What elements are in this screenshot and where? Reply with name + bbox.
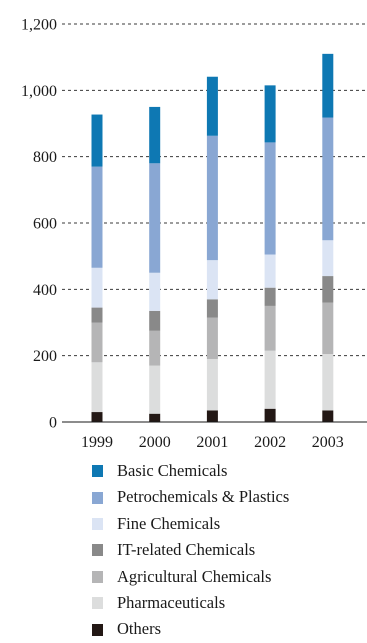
legend-item: IT-related Chemicals bbox=[92, 537, 289, 563]
bar-stack-2003 bbox=[322, 53, 334, 422]
bar-segment-basic-chemicals bbox=[264, 85, 276, 143]
y-tick-label: 1,200 bbox=[21, 17, 57, 34]
bar-segment-pharmaceuticals bbox=[149, 365, 161, 414]
bar-segment-agricultural-chemicals bbox=[206, 317, 218, 359]
legend-swatch bbox=[92, 465, 103, 478]
bar-stack-1999 bbox=[91, 114, 103, 422]
bar-segment-agricultural-chemicals bbox=[91, 322, 103, 363]
bar-segment-petrochemicals-plastics bbox=[322, 117, 334, 241]
legend-label: Others bbox=[117, 619, 161, 639]
legend-item: Others bbox=[92, 616, 289, 642]
bar-segment-it-related-chemicals bbox=[149, 310, 161, 331]
bar-segment-fine-chemicals bbox=[149, 272, 161, 311]
x-tick-label: 1999 bbox=[81, 434, 113, 451]
bar-segment-basic-chemicals bbox=[322, 53, 334, 118]
bar-segment-basic-chemicals bbox=[91, 114, 103, 167]
bar-segment-it-related-chemicals bbox=[322, 276, 334, 303]
bar-segment-it-related-chemicals bbox=[91, 307, 103, 323]
legend-swatch bbox=[92, 517, 103, 530]
bar-segment-others bbox=[322, 410, 334, 422]
y-tick-label: 1,000 bbox=[21, 83, 57, 100]
legend-item: Basic Chemicals bbox=[92, 458, 289, 484]
bars bbox=[91, 53, 334, 422]
y-axis-tick-labels: 0 200 400 600 800 1,000 1,200 bbox=[21, 17, 57, 432]
bar-segment-others bbox=[206, 410, 218, 422]
x-tick-label: 2002 bbox=[254, 434, 286, 451]
stacked-bar-chart: 0 200 400 600 800 1,000 1,200 1999 2000 2001 2002… bbox=[21, 17, 367, 451]
bar-segment-others bbox=[149, 413, 161, 422]
legend-label: Agricultural Chemicals bbox=[117, 566, 272, 586]
legend-swatch bbox=[92, 597, 103, 610]
legend-item: Pharmaceuticals bbox=[92, 590, 289, 616]
bar-segment-basic-chemicals bbox=[206, 76, 218, 136]
legend-label: Basic Chemicals bbox=[117, 460, 228, 480]
x-axis-tick-labels: 1999 2000 2001 2002 2003 bbox=[81, 434, 344, 451]
y-tick-label: 0 bbox=[49, 415, 57, 432]
legend-item: Petrochemicals & Plastics bbox=[92, 484, 289, 510]
bar-segment-pharmaceuticals bbox=[91, 362, 103, 413]
bar-segment-petrochemicals-plastics bbox=[91, 166, 103, 268]
y-tick-label: 800 bbox=[33, 149, 57, 166]
legend-item: Agricultural Chemicals bbox=[92, 564, 289, 590]
bar-segment-others bbox=[264, 408, 276, 422]
bar-stack-2000 bbox=[149, 106, 161, 422]
bar-segment-it-related-chemicals bbox=[206, 299, 218, 318]
bar-segment-fine-chemicals bbox=[91, 267, 103, 308]
bar-segment-others bbox=[91, 412, 103, 422]
x-tick-label: 2000 bbox=[139, 434, 171, 451]
legend-label: IT-related Chemicals bbox=[117, 540, 256, 560]
bar-segment-fine-chemicals bbox=[206, 260, 218, 300]
bar-segment-basic-chemicals bbox=[149, 106, 161, 164]
bar-segment-petrochemicals-plastics bbox=[149, 163, 161, 273]
bar-segment-fine-chemicals bbox=[264, 254, 276, 288]
bar-segment-agricultural-chemicals bbox=[322, 302, 334, 355]
legend-label: Pharmaceuticals bbox=[117, 592, 226, 612]
bar-stack-2002 bbox=[264, 85, 276, 422]
y-tick-label: 200 bbox=[33, 348, 57, 365]
bar-segment-it-related-chemicals bbox=[264, 287, 276, 306]
bar-segment-pharmaceuticals bbox=[206, 358, 218, 411]
legend-item: Fine Chemicals bbox=[92, 511, 289, 537]
y-tick-label: 400 bbox=[33, 282, 57, 299]
bar-segment-agricultural-chemicals bbox=[149, 330, 161, 366]
bar-segment-pharmaceuticals bbox=[322, 354, 334, 411]
bar-stack-2001 bbox=[206, 76, 218, 422]
legend-swatch bbox=[92, 623, 103, 636]
y-tick-label: 600 bbox=[33, 216, 57, 233]
bar-segment-petrochemicals-plastics bbox=[264, 142, 276, 255]
bar-segment-petrochemicals-plastics bbox=[206, 135, 218, 261]
bar-segment-agricultural-chemicals bbox=[264, 305, 276, 351]
bar-segment-pharmaceuticals bbox=[264, 350, 276, 409]
legend: Basic Chemicals Petrochemicals & Plastics… bbox=[92, 458, 289, 643]
legend-label: Petrochemicals & Plastics bbox=[117, 487, 290, 507]
legend-swatch bbox=[92, 544, 103, 557]
bar-segment-fine-chemicals bbox=[322, 240, 334, 277]
x-tick-label: 2003 bbox=[312, 434, 344, 451]
legend-label: Fine Chemicals bbox=[117, 513, 221, 533]
legend-swatch bbox=[92, 570, 103, 583]
x-tick-label: 2001 bbox=[196, 434, 228, 451]
legend-swatch bbox=[92, 491, 103, 504]
